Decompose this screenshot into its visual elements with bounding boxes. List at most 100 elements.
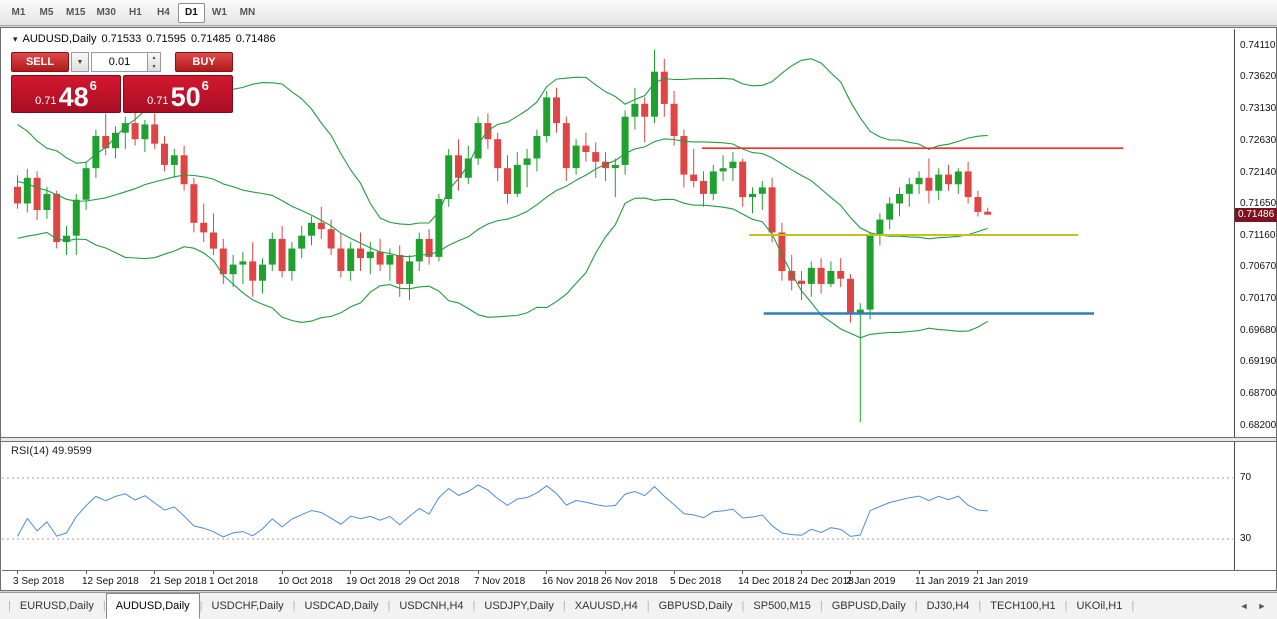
dropdown-arrow-icon: ▼ — [76, 58, 84, 66]
time-axis-tick — [86, 571, 87, 574]
buy-price-display[interactable]: 0.71 50 6 — [123, 75, 233, 113]
time-axis-tick — [350, 571, 351, 574]
lot-size-control: ▲ ▼ — [91, 52, 161, 72]
chart-tab-usdcnh-h4[interactable]: USDCNH,H4 — [399, 600, 464, 612]
time-axis-tick — [742, 571, 743, 574]
sell-price-superscript: 6 — [89, 78, 97, 93]
tabs-scroll-left-icon[interactable]: ◄ — [1239, 601, 1249, 611]
chart-tab-gbpusd-daily[interactable]: GBPUSD,Daily — [831, 600, 906, 612]
time-axis-tick — [154, 571, 155, 574]
rsi-level-label: 30 — [1240, 533, 1252, 544]
price-axis-label: 0.71650 — [1240, 198, 1277, 209]
timeframe-button-m15[interactable]: M15 — [66, 7, 86, 18]
chart-tab-dj30-h4[interactable]: DJ30,H4 — [926, 600, 970, 612]
chart-tab-tech100-h1[interactable]: TECH100,H1 — [990, 600, 1056, 612]
price-axis-label: 0.69680 — [1240, 325, 1277, 336]
tab-separator: | — [978, 600, 982, 612]
trade-controls-row: SELL ▼ ▲ ▼ BUY — [11, 52, 233, 72]
tab-separator: | — [646, 600, 650, 612]
one-click-collapse-icon[interactable]: ▾ — [13, 33, 18, 44]
tabs-scroll-right-icon[interactable]: ► — [1257, 601, 1267, 611]
chart-tab-eurusd-daily[interactable]: EURUSD,Daily — [19, 600, 94, 612]
price-chart-area[interactable] — [2, 29, 1233, 437]
time-axis-label: 14 Dec 2018 — [738, 576, 795, 587]
tab-separator: | — [199, 600, 203, 612]
chart-close-value: 0.71486 — [235, 33, 276, 45]
sell-price-display[interactable]: 0.71 48 6 — [11, 75, 121, 113]
timeframe-button-m1[interactable]: M1 — [11, 7, 26, 18]
lot-size-input[interactable] — [91, 52, 147, 72]
time-axis-tick — [282, 571, 283, 574]
price-axis[interactable]: 0.71486 0.74110 0.73620 0.73130 0.72630 0.72… — [1234, 29, 1277, 437]
candlestick-chart[interactable] — [2, 29, 1233, 437]
chart-tab-usdchf-daily[interactable]: USDCHF,Daily — [211, 600, 284, 612]
price-axis-label: 0.69190 — [1240, 356, 1277, 367]
tab-separator: | — [741, 600, 745, 612]
time-axis-tick — [801, 571, 802, 574]
time-axis-tick — [850, 571, 851, 574]
tab-separator: | — [819, 600, 823, 612]
time-axis-label: 12 Sep 2018 — [82, 576, 139, 587]
timeframe-button-w1[interactable]: W1 — [211, 7, 227, 18]
time-axis-label: 7 Nov 2018 — [474, 576, 526, 587]
time-axis-label: 5 Dec 2018 — [670, 576, 722, 587]
time-axis-tick — [674, 571, 675, 574]
chart-tab-usdjpy-daily[interactable]: USDJPY,Daily — [484, 600, 554, 612]
buy-price-superscript: 6 — [201, 78, 209, 93]
tab-separator: | — [292, 600, 296, 612]
price-axis-label: 0.68700 — [1240, 388, 1277, 399]
chart-low-value: 0.71485 — [191, 33, 231, 45]
timeframe-button-d1[interactable]: D1 — [177, 2, 205, 23]
time-axis[interactable]: 3 Sep 2018 12 Sep 2018 21 Sep 2018 1 Oct 20… — [2, 570, 1276, 590]
tab-separator: | — [1064, 600, 1068, 612]
sell-price-prefix: 0.71 — [35, 95, 57, 107]
tab-separator: | — [1131, 600, 1135, 612]
tabs-scroll-controls: ◄ ► — [1235, 596, 1277, 616]
chart-ohlc-header: ▾ AUDUSD,Daily 0.71533 0.71595 0.71485 0… — [13, 33, 281, 45]
timeframe-button-h4[interactable]: H4 — [157, 7, 170, 18]
trade-options-dropdown[interactable]: ▼ — [71, 52, 89, 72]
time-axis-label: 10 Oct 2018 — [278, 576, 333, 587]
timeframe-button-h1[interactable]: H1 — [129, 7, 142, 18]
price-axis-label: 0.71160 — [1240, 230, 1276, 241]
sell-price-big-digits: 48 — [58, 82, 89, 113]
chart-tab-gbpusd-daily[interactable]: GBPUSD,Daily — [658, 600, 733, 612]
lot-decrease-icon[interactable]: ▼ — [151, 63, 157, 70]
time-axis-label: 21 Sep 2018 — [150, 576, 207, 587]
time-axis-tick — [478, 571, 479, 574]
timeframe-button-m5[interactable]: M5 — [39, 7, 54, 18]
price-axis-label: 0.70670 — [1240, 261, 1277, 272]
current-price-tag: 0.71486 — [1235, 208, 1277, 222]
chart-tab-audusd-daily[interactable]: AUDUSD,Daily — [105, 593, 200, 619]
time-axis-tick — [977, 571, 978, 574]
tab-separator: | — [102, 600, 106, 612]
chart-tab-xauusd-h4[interactable]: XAUUSD,H4 — [574, 600, 638, 612]
rsi-level-label: 70 — [1240, 472, 1252, 483]
lot-increase-icon[interactable]: ▲ — [151, 54, 157, 61]
time-axis-label: 2 Jan 2019 — [846, 576, 896, 587]
time-axis-tick — [919, 571, 920, 574]
one-click-trading-panel: SELL ▼ ▲ ▼ BUY 0.71 48 6 0.71 50 — [11, 52, 233, 113]
chart-tab-ukoil-h1[interactable]: UKOil,H1 — [1076, 600, 1123, 612]
timeframe-button-mn[interactable]: MN — [239, 7, 256, 18]
buy-button[interactable]: BUY — [175, 52, 233, 72]
rsi-panel[interactable] — [2, 442, 1233, 570]
rsi-indicator-label: RSI(14) 49.9599 — [11, 445, 92, 457]
sell-button[interactable]: SELL — [11, 52, 69, 72]
price-axis-label: 0.70170 — [1240, 293, 1277, 304]
time-axis-tick — [17, 571, 18, 574]
time-axis-tick — [605, 571, 606, 574]
panel-splitter[interactable] — [1, 437, 1276, 442]
trade-prices-row: 0.71 48 6 0.71 50 6 — [11, 75, 233, 113]
lot-spinner: ▲ ▼ — [147, 52, 161, 72]
price-axis-label: 0.72630 — [1240, 135, 1277, 146]
chart-tab-sp500-m15[interactable]: SP500,M15 — [753, 600, 811, 612]
chart-high-value: 0.71595 — [146, 33, 187, 45]
tab-separator: | — [387, 600, 391, 612]
time-axis-label: 11 Jan 2019 — [915, 576, 970, 587]
chart-tab-usdcad-daily[interactable]: USDCAD,Daily — [304, 600, 379, 612]
time-axis-label: 29 Oct 2018 — [405, 576, 460, 587]
tab-separator: | — [562, 600, 566, 612]
timeframe-button-m30[interactable]: M30 — [96, 7, 116, 18]
price-axis-label: 0.74110 — [1240, 40, 1276, 51]
